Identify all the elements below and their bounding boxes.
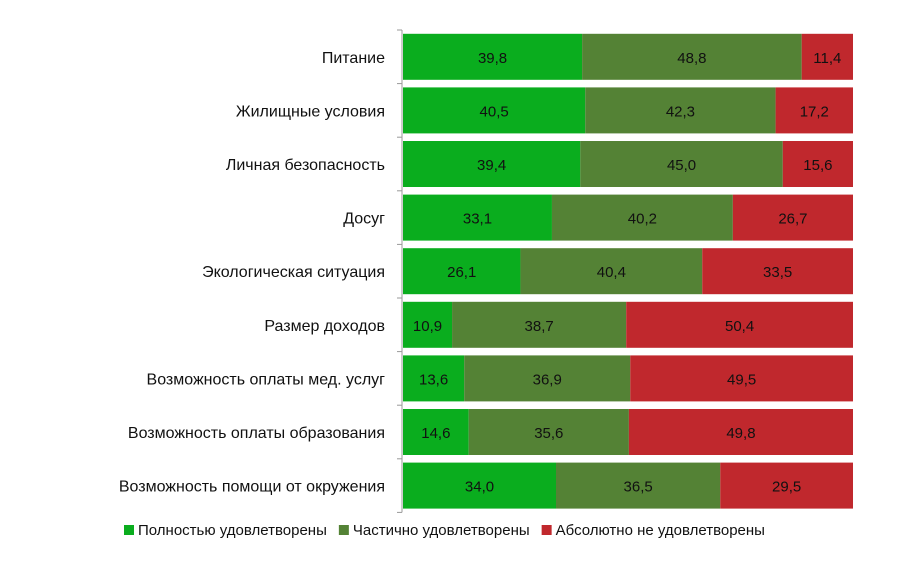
bar-segment [582,33,802,80]
legend-swatch [124,525,134,535]
bar-segment [403,462,556,509]
data-label: 33,1 [463,211,492,228]
category-label: Личная безопасность [226,157,385,174]
bar-segment [520,248,703,295]
bar-segment [403,355,465,402]
data-label: 11,4 [813,50,841,67]
bar-segment [556,462,721,509]
bar-segment [782,141,853,187]
data-label: 39,8 [478,50,507,67]
category-label: Возможность оплаты образования [128,425,385,442]
data-label: 17,2 [800,103,829,120]
legend-label: Частично удовлетворены [353,522,530,539]
bar-segment [775,87,853,134]
category-label: Возможность оплаты мед. услуг [147,371,386,388]
data-label: 42,3 [666,103,695,120]
legend-swatch [338,525,349,535]
category-label: Размер доходов [264,318,385,335]
data-label: 36,9 [533,371,562,388]
data-label: 26,7 [778,211,807,228]
bar-segment [403,248,521,295]
data-label: 40,5 [480,103,509,120]
data-label: 40,4 [597,264,626,281]
bar-segment [403,141,581,187]
data-label: 49,5 [727,371,756,388]
legend-swatch [541,525,552,535]
category-label: Жилищные условия [236,103,385,120]
bar-segment [580,141,783,187]
bar-segment [403,409,469,455]
data-label: 10,9 [413,318,442,335]
data-label: 14,6 [421,425,450,442]
category-label: Возможность помощи от окружения [119,479,385,496]
bar-segment [732,194,853,241]
data-label: 29,5 [772,479,801,496]
data-label: 34,0 [465,479,494,496]
bar-segment [468,409,629,455]
data-label: 15,6 [803,157,832,174]
category-label: Досуг [343,211,385,228]
bar-segment [628,409,853,455]
bar-segment [452,301,627,348]
data-label: 33,5 [763,264,792,281]
bar-segment [630,355,853,402]
data-label: 35,6 [534,425,563,442]
bar-segment [801,33,853,80]
category-label: Экологическая ситуация [202,264,385,281]
data-label: 36,5 [624,479,653,496]
data-label: 49,8 [726,425,755,442]
legend-label: Полностью удовлетворены [138,522,327,539]
category-label: Питание [322,50,385,67]
bar-segment [464,355,631,402]
bar-segment [403,33,583,80]
bar-segment [720,462,853,509]
bar-segment [585,87,776,134]
bar-segment [626,301,853,348]
data-label: 40,2 [628,211,657,228]
bar-segment [403,194,552,241]
bar-segment [551,194,733,241]
bar-segment [702,248,853,295]
legend-label: Абсолютно не удовлетворены [556,522,765,539]
data-label: 39,4 [477,157,506,174]
data-label: 50,4 [725,318,754,335]
bar-segment [403,301,453,348]
data-label: 45,0 [667,157,696,174]
bar-segment [403,87,586,134]
data-label: 26,1 [447,264,476,281]
data-label: 48,8 [677,50,706,67]
data-label: 13,6 [419,371,448,388]
data-label: 38,7 [525,318,554,335]
